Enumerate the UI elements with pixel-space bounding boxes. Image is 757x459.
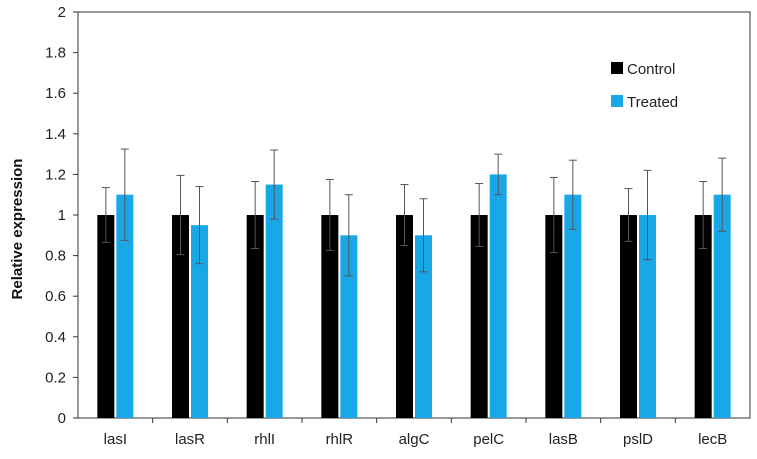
axes-group (73, 11, 751, 423)
labels-group: 0 0.2 0.4 0.6 0.8 1 1.2 1.4 1.6 1.8 2 lasI lasR rhlI r… (45, 4, 727, 448)
bar-treated-rhlI (265, 184, 283, 418)
y-tick-label: 1.4 (45, 126, 66, 143)
x-tick-label: rhlI (254, 431, 275, 448)
bar-treated-rhlR (340, 235, 358, 418)
legend-label-treated: Treated (627, 94, 678, 111)
bar-treated-lasR (191, 225, 208, 418)
legend: Control Treated (611, 61, 678, 111)
legend-swatch-treated (611, 95, 623, 107)
bar-treated-lasI (116, 194, 134, 418)
bar-treated-pelC (489, 174, 507, 418)
y-tick-label: 0.6 (45, 288, 66, 305)
bar-treated-algC (415, 235, 432, 418)
x-tick-label: rhlR (326, 431, 354, 448)
bar-treated-lecB (713, 194, 731, 418)
bar-control-algC (396, 215, 413, 418)
x-tick-label: lasB (549, 431, 578, 448)
y-tick-label: 1 (58, 207, 66, 224)
bar-control-lecB (694, 215, 712, 418)
bars-group (97, 174, 731, 418)
bar-control-lasR (172, 215, 189, 418)
x-tick-label: lasI (104, 431, 127, 448)
y-tick-label: 1.8 (45, 45, 66, 62)
bar-control-lasI (97, 215, 115, 418)
bar-control-lasB (545, 215, 563, 418)
x-tick-label: algC (399, 431, 430, 448)
legend-label-control: Control (627, 61, 675, 78)
y-tick-label: 2 (58, 4, 66, 21)
error-bars-group (101, 148, 727, 277)
legend-swatch-control (611, 62, 623, 74)
y-tick-label: 0.4 (45, 329, 66, 346)
bar-control-pelC (470, 215, 488, 418)
y-tick-label: 1.6 (45, 85, 66, 102)
y-axis-title: Relative expression (9, 159, 26, 300)
y-tick-label: 1.2 (45, 166, 66, 183)
bar-treated-lasB (564, 194, 582, 418)
y-tick-label: 0.2 (45, 369, 66, 386)
x-tick-label: lecB (698, 431, 727, 448)
x-tick-label: pelC (473, 431, 504, 448)
bar-treated-pslD (639, 215, 656, 418)
x-tick-label: pslD (623, 431, 653, 448)
bar-control-rhlR (321, 215, 339, 418)
bar-control-pslD (620, 215, 637, 418)
bar-control-rhlI (246, 215, 264, 418)
y-tick-label: 0 (58, 410, 66, 427)
y-tick-label: 0.8 (45, 248, 66, 265)
x-tick-label: lasR (175, 431, 205, 448)
